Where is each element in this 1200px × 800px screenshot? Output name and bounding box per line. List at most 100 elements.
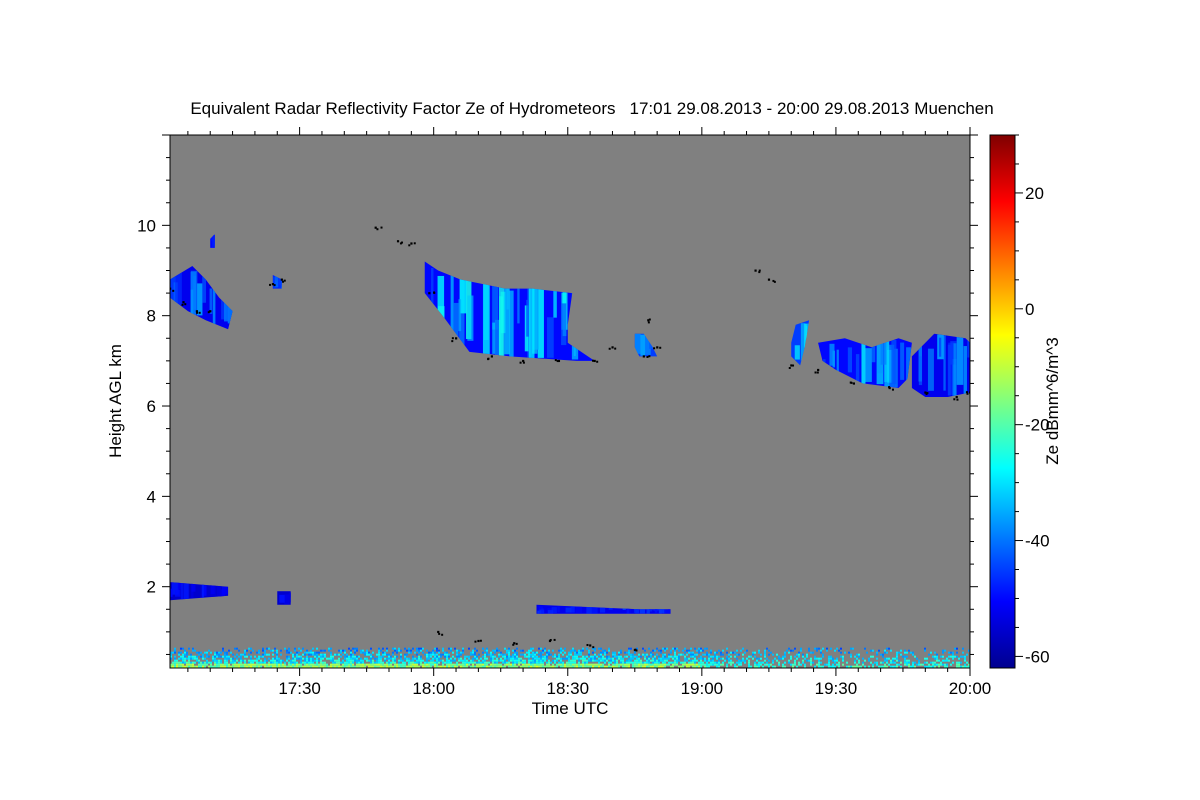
colorbar-tick-label: -60 xyxy=(1025,647,1050,666)
cloud-base-point xyxy=(282,280,285,283)
cloud-region-low-cloud-2 xyxy=(277,591,291,605)
cloud-base-point xyxy=(182,301,185,304)
colorbar-axis: 20 0 -20 -40 -60 xyxy=(1015,134,1050,666)
cloud-region-low-cloud-1 xyxy=(170,582,229,601)
cloud-base-point xyxy=(850,381,853,384)
cloud-region-cirrus-6 xyxy=(818,338,912,388)
cloud-base-point xyxy=(955,395,958,399)
y-tick-label: 10 xyxy=(137,216,156,235)
y-axis-label: Height AGL km xyxy=(106,344,125,458)
cloud-base-point xyxy=(181,303,184,306)
cloud-base-point xyxy=(399,242,402,245)
cloud-base-point xyxy=(441,633,444,636)
cloud-base-point xyxy=(966,392,969,395)
cloud-base-point xyxy=(280,278,283,281)
y-tick-label: 4 xyxy=(147,487,156,506)
cloud-base-point xyxy=(788,367,791,370)
cloud-texture xyxy=(210,234,215,248)
cloud-base-point xyxy=(553,638,556,641)
location-text: Muenchen xyxy=(914,99,993,118)
cloud-base-point xyxy=(522,361,525,364)
cloud-texture xyxy=(822,338,912,388)
cloud-base-point xyxy=(477,639,480,643)
cloud-base-point xyxy=(647,321,650,324)
x-tick-label: 19:00 xyxy=(681,679,724,698)
cloud-base-point xyxy=(451,337,454,340)
y-axis: 2 4 6 8 10 xyxy=(137,134,978,655)
cloud-texture xyxy=(170,582,228,601)
cloud-base-point xyxy=(410,242,413,245)
cloud-base-point xyxy=(611,346,614,349)
cloud-base-point xyxy=(647,319,650,322)
cloud-base-point xyxy=(956,398,959,401)
cloud-base-point xyxy=(451,340,454,343)
cloud-base-point xyxy=(767,278,771,281)
x-tick-label: 18:30 xyxy=(546,679,589,698)
cloud-base-point xyxy=(589,644,592,647)
cloud-base-point xyxy=(273,284,276,287)
cloud-base-point xyxy=(490,355,493,358)
cloud-base-point xyxy=(814,371,817,374)
cloud-region-cirrus-7 xyxy=(911,333,970,397)
cloud-base-points xyxy=(170,226,970,652)
time-range-text: 17:01 29.08.2013 - 20:00 29.08.2013 xyxy=(629,99,909,118)
cloud-base-point xyxy=(396,240,400,243)
cloud-base-point xyxy=(376,228,379,231)
cloud-base-point xyxy=(554,359,557,362)
y-tick-label: 8 xyxy=(147,307,156,326)
cloud-base-point xyxy=(659,346,662,349)
colorbar-label: Ze dBmm^6/m^3 xyxy=(1043,337,1062,464)
cloud-base-point xyxy=(196,311,199,314)
x-tick-label: 18:00 xyxy=(412,679,455,698)
cloud-base-point xyxy=(591,359,594,362)
cloud-base-point xyxy=(772,279,775,282)
cloud-base-point xyxy=(648,355,651,358)
cloud-base-point xyxy=(487,357,490,360)
y-tick-label: 6 xyxy=(147,397,156,416)
cloud-base-point xyxy=(271,283,274,286)
cloud-base-point xyxy=(413,242,416,245)
cloud-base-point xyxy=(953,398,956,401)
cloud-texture xyxy=(279,592,291,605)
cloud-region-cirrus-1b xyxy=(210,234,215,248)
cloud-base-point xyxy=(592,646,595,649)
cloud-texture xyxy=(273,275,282,289)
cloud-base-point xyxy=(512,643,515,646)
x-axis-label: Time UTC xyxy=(532,699,609,718)
cloud-base-point xyxy=(635,649,638,652)
cloud-base-point xyxy=(548,639,552,643)
cloud-base-point xyxy=(184,303,187,306)
cloud-base-point xyxy=(656,346,659,349)
colorbar-tick-label: -20 xyxy=(1025,416,1050,435)
cloud-base-point xyxy=(408,244,411,247)
cloud-base-point xyxy=(380,226,383,229)
cloud-base-point xyxy=(888,386,891,389)
chart-title: Equivalent Radar Reflectivity Factor Ze … xyxy=(190,99,993,118)
cloud-base-point xyxy=(642,355,645,358)
cloud-base-point xyxy=(515,642,518,645)
colorbar-tick-label: 0 xyxy=(1025,300,1034,319)
cloud-base-point xyxy=(852,382,855,385)
plot-background xyxy=(170,135,970,668)
cloud-base-point xyxy=(773,280,776,283)
cloud-base-point xyxy=(172,289,175,292)
cloud-base-point xyxy=(198,311,201,314)
cloud-base-point xyxy=(513,642,516,645)
colorbar-tick-label: 20 xyxy=(1025,184,1044,203)
cloud-base-point xyxy=(646,355,649,358)
cloud-base-point xyxy=(374,226,377,229)
cloud-base-point xyxy=(433,291,436,294)
cloud-base-point xyxy=(207,311,210,314)
x-tick-label: 17:30 xyxy=(278,679,321,698)
x-axis: 17:30 18:00 18:30 19:00 19:30 20:00 xyxy=(187,127,991,698)
y-tick-label: 2 xyxy=(147,578,156,597)
cloud-base-point xyxy=(758,269,761,272)
plot-frame xyxy=(169,134,971,669)
cloud-base-point xyxy=(614,347,617,350)
cloud-base-point xyxy=(754,269,757,272)
cloud-base-point xyxy=(926,392,929,395)
cloud-base-point xyxy=(816,371,819,374)
cloud-base-point xyxy=(269,283,272,286)
cloud-base-point xyxy=(556,360,559,363)
